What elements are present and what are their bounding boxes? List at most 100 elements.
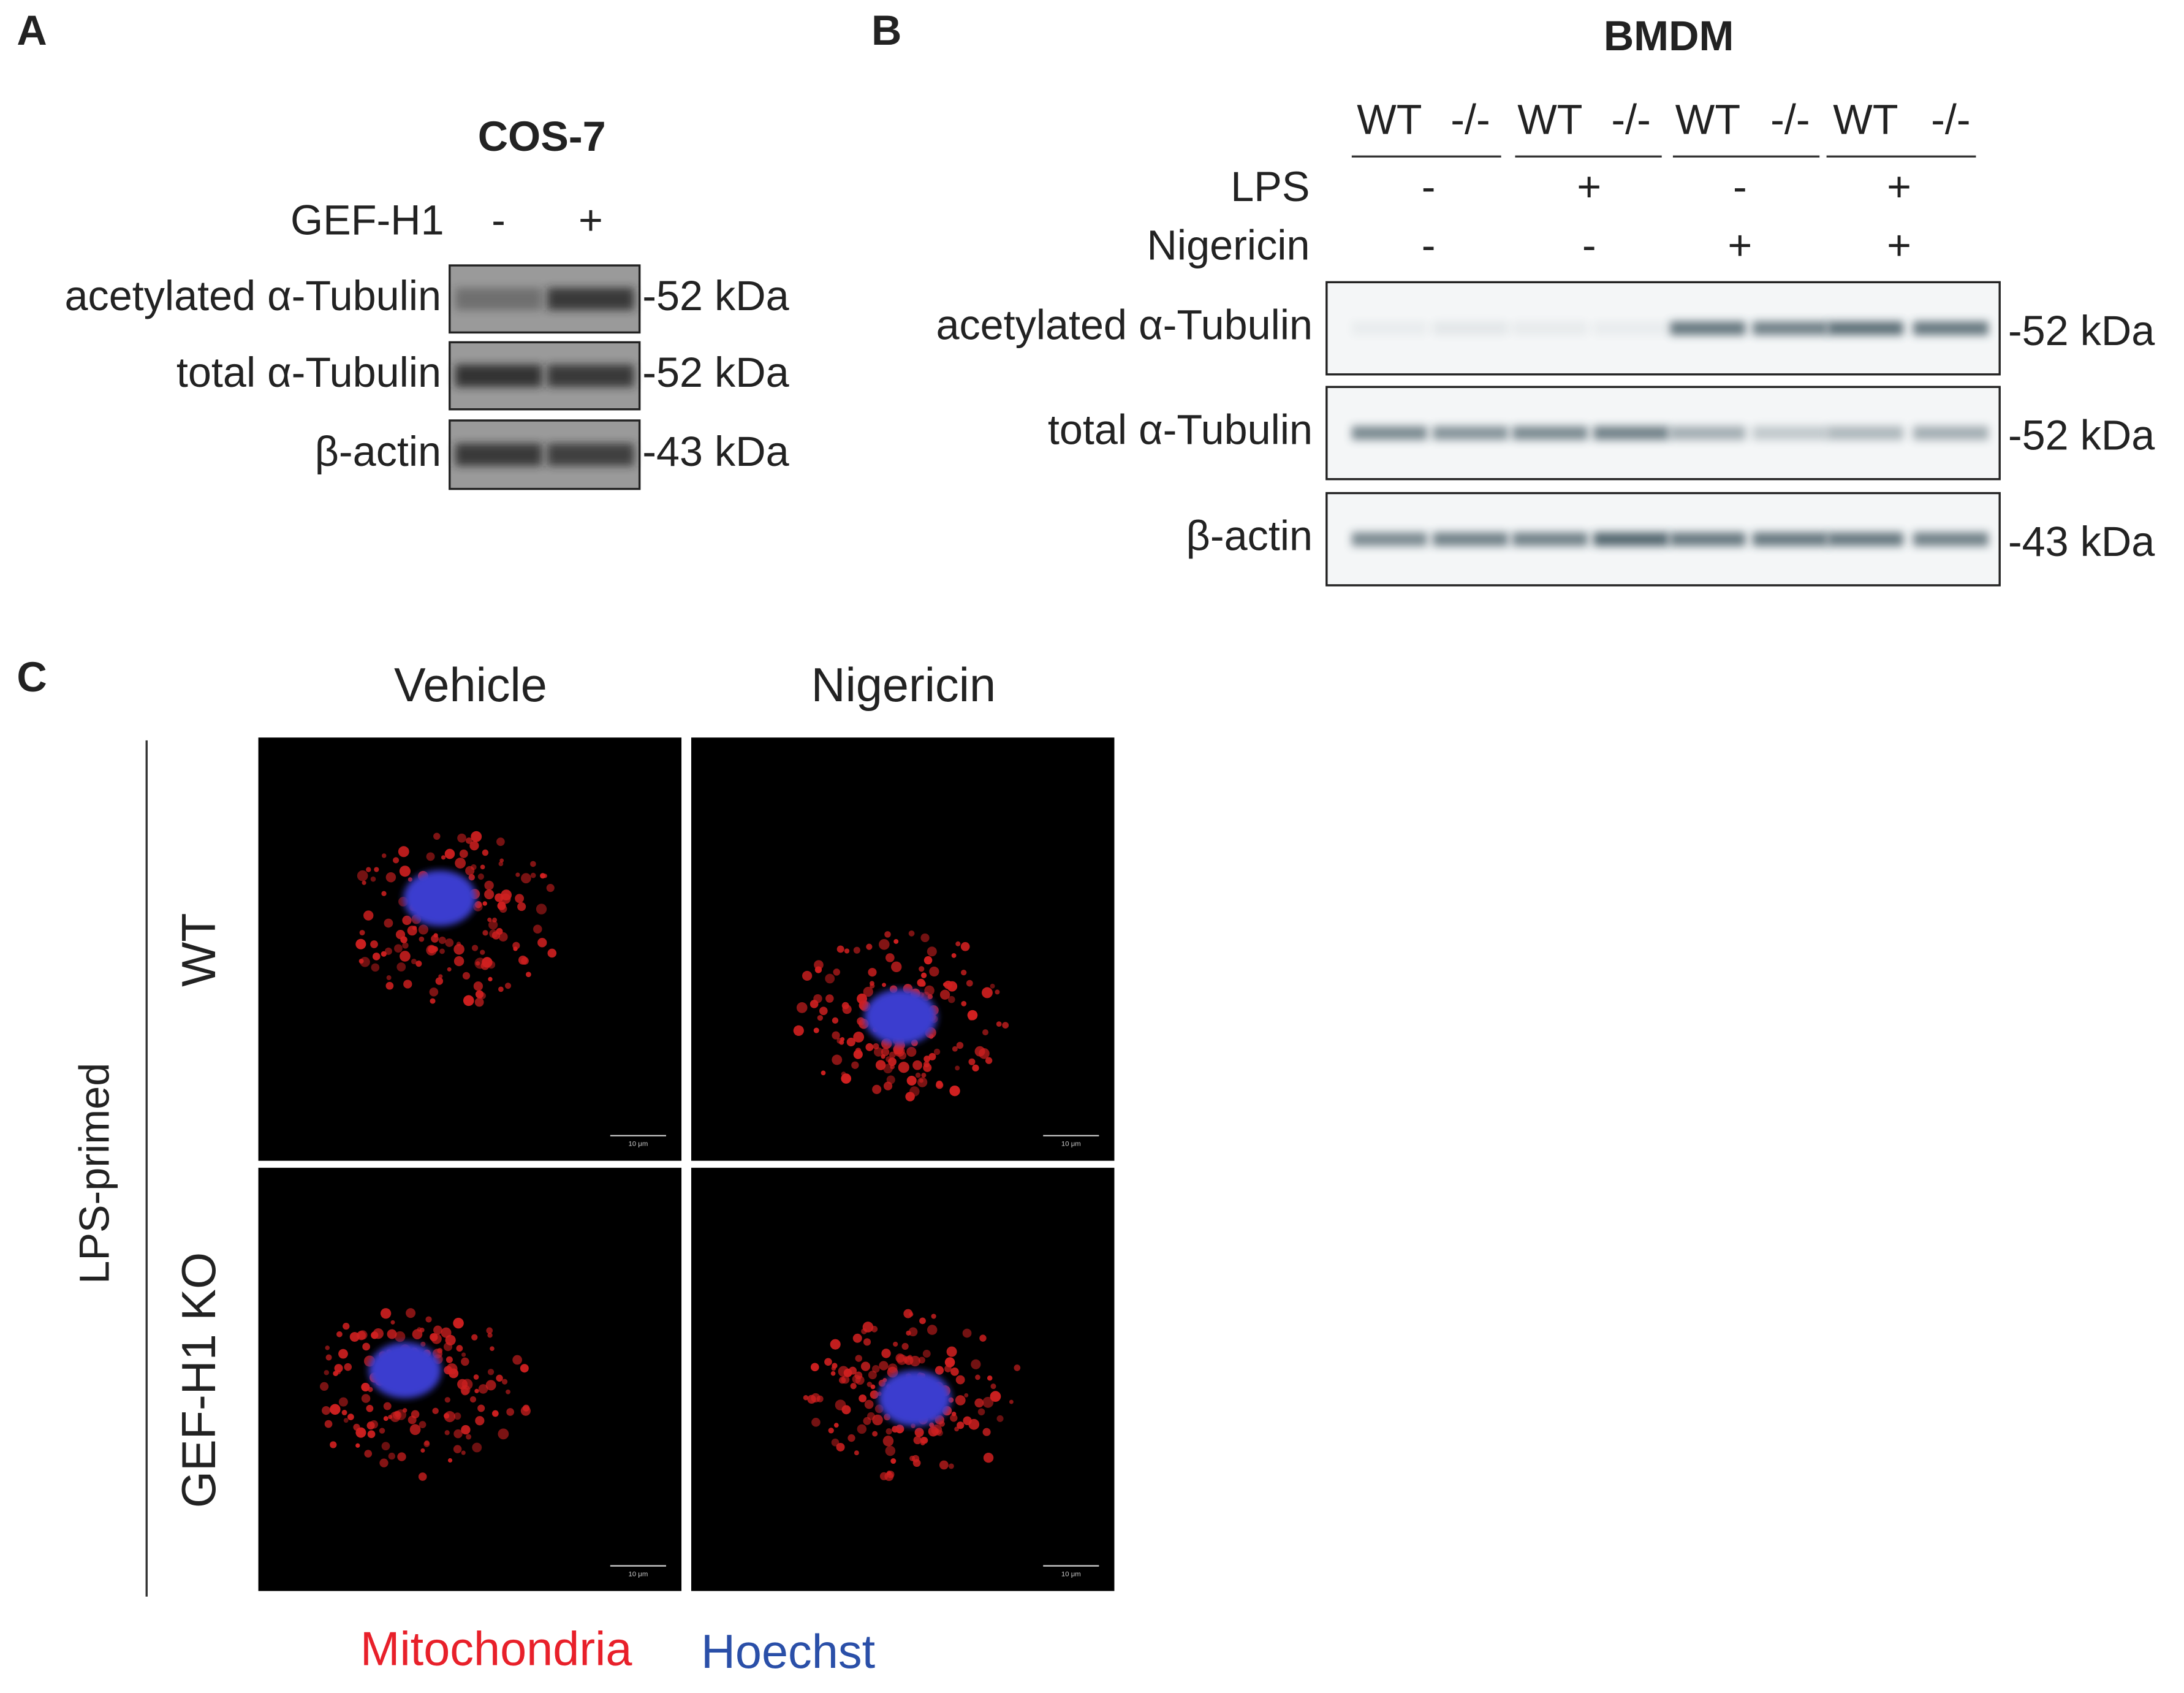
mitochondria bbox=[913, 1436, 922, 1445]
mitochondria bbox=[971, 1359, 981, 1369]
mitochondria bbox=[385, 981, 394, 990]
mitochondria bbox=[383, 1416, 389, 1421]
mitochondria bbox=[409, 1424, 421, 1436]
mitochondria bbox=[473, 1374, 479, 1380]
mitochondria bbox=[433, 832, 441, 840]
mitochondria bbox=[960, 942, 970, 951]
mitochondria bbox=[996, 1021, 1002, 1027]
image-frame bbox=[691, 737, 1115, 1161]
mitochondria bbox=[402, 915, 412, 926]
band bbox=[1512, 321, 1588, 335]
mitochondria bbox=[457, 833, 466, 843]
mitochondria bbox=[364, 1450, 373, 1458]
mitochondria bbox=[836, 945, 844, 953]
mitochondria bbox=[974, 1046, 985, 1057]
mitochondria bbox=[438, 936, 446, 944]
mitochondria bbox=[909, 1455, 916, 1461]
condition-sign: + bbox=[1887, 223, 1911, 269]
scale-bar-label: 10 μm bbox=[1061, 1140, 1081, 1147]
band bbox=[547, 364, 634, 387]
band bbox=[1433, 321, 1509, 335]
mitochondria bbox=[444, 1413, 450, 1419]
mitochondria bbox=[463, 995, 474, 1006]
panel-label: C bbox=[17, 654, 47, 701]
mitochondria bbox=[468, 874, 475, 881]
mitochondria bbox=[957, 1421, 965, 1429]
mitochondria bbox=[893, 1341, 898, 1347]
band bbox=[1827, 426, 1903, 440]
band bbox=[1433, 426, 1509, 440]
mitochondria bbox=[979, 1334, 987, 1342]
mitochondria bbox=[393, 1410, 402, 1420]
mitochondria bbox=[412, 1329, 423, 1339]
band bbox=[1913, 321, 1989, 335]
mitochondria bbox=[895, 1353, 905, 1363]
mitochondria bbox=[893, 1046, 905, 1057]
mitochondria bbox=[517, 902, 526, 911]
mitochondria bbox=[361, 1394, 371, 1403]
mitochondria bbox=[363, 910, 374, 921]
mitochondria bbox=[386, 975, 392, 981]
genotype: -/- bbox=[1770, 97, 1810, 143]
mitochondria bbox=[985, 1057, 993, 1064]
condition-sign: - bbox=[1733, 164, 1747, 210]
mitochondria bbox=[909, 1086, 920, 1097]
mitochondria bbox=[394, 944, 403, 953]
micrograph: 10 μm bbox=[258, 1168, 682, 1591]
condition-sign: + bbox=[1727, 223, 1752, 269]
mitochondria bbox=[810, 1000, 819, 1008]
nucleus bbox=[878, 1370, 951, 1426]
genotype: WT bbox=[1675, 97, 1740, 143]
mitochondria bbox=[948, 1463, 954, 1469]
mitochondria bbox=[379, 1428, 385, 1434]
mitochondria bbox=[922, 1350, 931, 1358]
mitochondria bbox=[400, 936, 408, 943]
mitochondria bbox=[912, 1060, 922, 1070]
mitochondria bbox=[374, 867, 379, 872]
mitochondria bbox=[461, 1357, 469, 1366]
mitochondria bbox=[825, 973, 835, 984]
mitochondria bbox=[384, 947, 392, 955]
mitochondria bbox=[987, 1375, 993, 1381]
mitochondria bbox=[868, 1371, 877, 1380]
mitochondria bbox=[478, 1384, 488, 1394]
mitochondria bbox=[952, 1046, 958, 1052]
mitochondria bbox=[334, 1364, 343, 1373]
band bbox=[1593, 532, 1669, 547]
mitochondria bbox=[462, 972, 471, 980]
mitochondria bbox=[366, 1421, 375, 1430]
mitochondria bbox=[484, 880, 494, 891]
mitochondria bbox=[891, 961, 902, 973]
mitochondria bbox=[471, 945, 479, 951]
mitochondria bbox=[498, 986, 504, 992]
mitochondria bbox=[446, 1356, 453, 1363]
mitochondria bbox=[472, 1442, 482, 1453]
mitochondria bbox=[397, 1452, 406, 1461]
mitochondria bbox=[325, 1345, 330, 1350]
mitochondria bbox=[474, 1388, 479, 1393]
mitochondria bbox=[836, 1038, 843, 1044]
mitochondria bbox=[929, 966, 939, 977]
mitochondria bbox=[418, 1472, 427, 1481]
mitochondria bbox=[366, 1404, 374, 1412]
mitochondria bbox=[950, 1414, 958, 1422]
mitochondria bbox=[908, 930, 915, 937]
mitochondria bbox=[482, 957, 493, 968]
mitochondria bbox=[343, 1418, 349, 1423]
mitochondria bbox=[384, 918, 393, 928]
mitochondria bbox=[419, 1421, 427, 1428]
mitochondria bbox=[362, 1342, 370, 1351]
mitochondria bbox=[975, 1374, 980, 1380]
mitochondria bbox=[330, 1441, 337, 1448]
condition-label: GEF-H1 bbox=[290, 197, 444, 244]
mitochondria bbox=[362, 880, 366, 885]
mitochondria bbox=[461, 1352, 466, 1357]
mitochondria bbox=[890, 1064, 895, 1070]
mitochondria bbox=[411, 959, 417, 965]
mitochondria bbox=[944, 980, 953, 989]
mitochondria bbox=[1009, 1399, 1014, 1404]
mitochondria bbox=[349, 1332, 360, 1342]
mitochondria bbox=[927, 946, 937, 957]
mitochondria bbox=[530, 861, 536, 867]
mitochondria bbox=[883, 1081, 893, 1090]
